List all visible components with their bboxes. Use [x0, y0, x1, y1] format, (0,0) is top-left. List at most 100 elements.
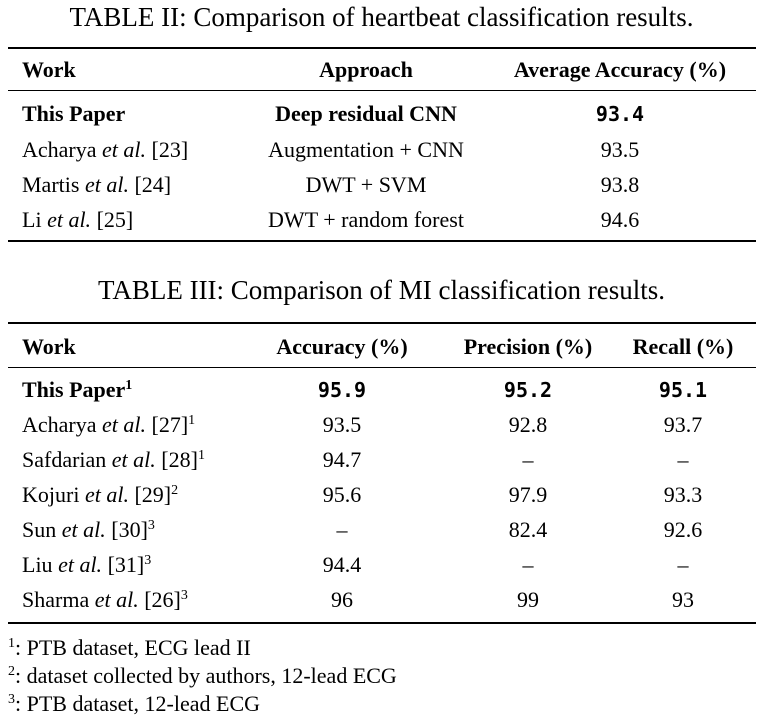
table2-top-rule — [8, 47, 756, 49]
precision-cell: 95.2 — [503, 378, 553, 402]
author-name: This Paper — [22, 377, 126, 402]
footnote-text: : PTB dataset, 12-lead ECG — [15, 691, 261, 716]
author-name: Liu — [22, 552, 53, 577]
work-cell: Li et al. [25] — [22, 203, 222, 237]
etal-text: et al. — [58, 552, 103, 577]
approach-cell: DWT + random forest — [268, 207, 464, 232]
accuracy-cell: 93.5 — [600, 137, 640, 162]
author-name: Sharma — [22, 587, 90, 612]
work-cell: Kojuri et al. [29]2 — [22, 478, 262, 512]
footnote-mark: 3 — [180, 588, 188, 603]
table3-bottom-rule — [8, 622, 756, 624]
citation: [28] — [161, 447, 198, 472]
table3-caption: TABLE III: Comparison of MI classificati… — [98, 275, 665, 305]
footnote-mark: 3 — [8, 692, 15, 707]
author-name: This Paper — [22, 101, 126, 126]
footnote-text: : PTB dataset, ECG lead II — [15, 635, 251, 660]
precision-cell: – — [522, 447, 534, 472]
accuracy-cell: 94.4 — [322, 552, 362, 577]
table3-header-row: Work Accuracy (%) Precision (%) Recall (… — [8, 330, 756, 364]
footnote: 3: PTB dataset, 12-lead ECG — [8, 690, 260, 718]
recall-cell: – — [677, 447, 689, 472]
precision-cell: 82.4 — [508, 517, 548, 542]
etal-text: et al. — [84, 482, 129, 507]
recall-cell: – — [677, 552, 689, 577]
accuracy-cell: 93.8 — [600, 172, 640, 197]
accuracy-cell: 93.5 — [322, 412, 362, 437]
footnote-mark: 1 — [125, 378, 133, 393]
citation: [29] — [134, 482, 172, 507]
approach-cell: Deep residual CNN — [275, 101, 457, 126]
accuracy-cell: 93.4 — [595, 102, 645, 126]
accuracy-cell: 95.9 — [317, 378, 367, 402]
table2-header-accuracy: Average Accuracy (%) — [513, 57, 727, 82]
footnote: 2: dataset collected by authors, 12-lead… — [8, 662, 397, 690]
table3-top-rule — [8, 322, 756, 324]
footnote: 1: PTB dataset, ECG lead II — [8, 634, 251, 662]
footnote-text: : dataset collected by authors, 12-lead … — [15, 663, 397, 688]
work-cell: This Paper1 — [22, 373, 262, 407]
table3-header-work: Work — [22, 334, 76, 359]
footnote-mark: 1 — [197, 448, 205, 463]
citation: [30] — [111, 517, 148, 542]
citation: [31] — [107, 552, 145, 577]
author-name: Kojuri — [22, 482, 80, 507]
table3-header-accuracy: Accuracy (%) — [276, 334, 408, 359]
table2-header-row: Work Approach Average Accuracy (%) — [8, 53, 756, 87]
etal-text: et al. — [111, 447, 156, 472]
accuracy-cell: 94.6 — [600, 207, 640, 232]
author-name: Li — [22, 207, 42, 232]
precision-cell: 92.8 — [508, 412, 548, 437]
table-row: Kojuri et al. [29]2 95.6 97.9 93.3 — [8, 478, 756, 512]
table-row: Sharma et al. [26]3 96 99 93 — [8, 583, 756, 617]
footnote-mark: 2 — [8, 664, 15, 679]
footnote-mark: 1 — [8, 636, 15, 651]
accuracy-cell: – — [336, 517, 348, 542]
table-row: Acharya et al. [23] Augmentation + CNN 9… — [8, 133, 756, 167]
author-name: Sun — [22, 517, 57, 542]
recall-cell: 93.7 — [663, 412, 703, 437]
recall-cell: 93 — [672, 587, 694, 612]
table2-header-work: Work — [22, 57, 76, 82]
table-row: Martis et al. [24] DWT + SVM 93.8 — [8, 168, 756, 202]
citation: [24] — [134, 172, 172, 197]
table-row: Sun et al. [30]3 – 82.4 92.6 — [8, 513, 756, 547]
etal-text: et al. — [94, 587, 139, 612]
work-cell: Sun et al. [30]3 — [22, 513, 262, 547]
table2-caption: TABLE II: Comparison of heartbeat classi… — [69, 2, 694, 32]
author-name: Acharya — [22, 137, 97, 162]
precision-cell: 99 — [517, 587, 539, 612]
approach-cell: DWT + SVM — [305, 172, 427, 197]
table3-header-rule — [8, 367, 756, 368]
table-row: Acharya et al. [27]1 93.5 92.8 93.7 — [8, 408, 756, 442]
table-row: This Paper1 95.9 95.2 95.1 — [8, 373, 756, 407]
recall-cell: 93.3 — [663, 482, 703, 507]
work-cell: This Paper — [22, 97, 222, 131]
accuracy-cell: 94.7 — [322, 447, 362, 472]
footnote-mark: 3 — [147, 518, 155, 533]
author-name: Safdarian — [22, 447, 107, 472]
footnote-mark: 3 — [144, 553, 152, 568]
work-cell: Safdarian et al. [28]1 — [22, 443, 262, 477]
recall-cell: 92.6 — [663, 517, 703, 542]
etal-text: et al. — [84, 172, 129, 197]
precision-cell: – — [522, 552, 534, 577]
author-name: Acharya — [22, 412, 97, 437]
accuracy-cell: 96 — [331, 587, 353, 612]
table-row: Safdarian et al. [28]1 94.7 – – — [8, 443, 756, 477]
etal-text: et al. — [61, 517, 106, 542]
precision-cell: 97.9 — [508, 482, 548, 507]
citation: [25] — [96, 207, 134, 232]
citation: [27] — [151, 412, 189, 437]
table3-header-recall: Recall (%) — [632, 334, 734, 359]
etal-text: et al. — [102, 137, 147, 162]
etal-text: et al. — [102, 412, 147, 437]
table-row: Liu et al. [31]3 94.4 – – — [8, 548, 756, 582]
accuracy-cell: 95.6 — [322, 482, 362, 507]
work-cell: Martis et al. [24] — [22, 168, 222, 202]
recall-cell: 95.1 — [658, 378, 708, 402]
work-cell: Liu et al. [31]3 — [22, 548, 262, 582]
work-cell: Acharya et al. [27]1 — [22, 408, 262, 442]
footnote-mark: 1 — [188, 413, 196, 428]
citation: [23] — [151, 137, 189, 162]
